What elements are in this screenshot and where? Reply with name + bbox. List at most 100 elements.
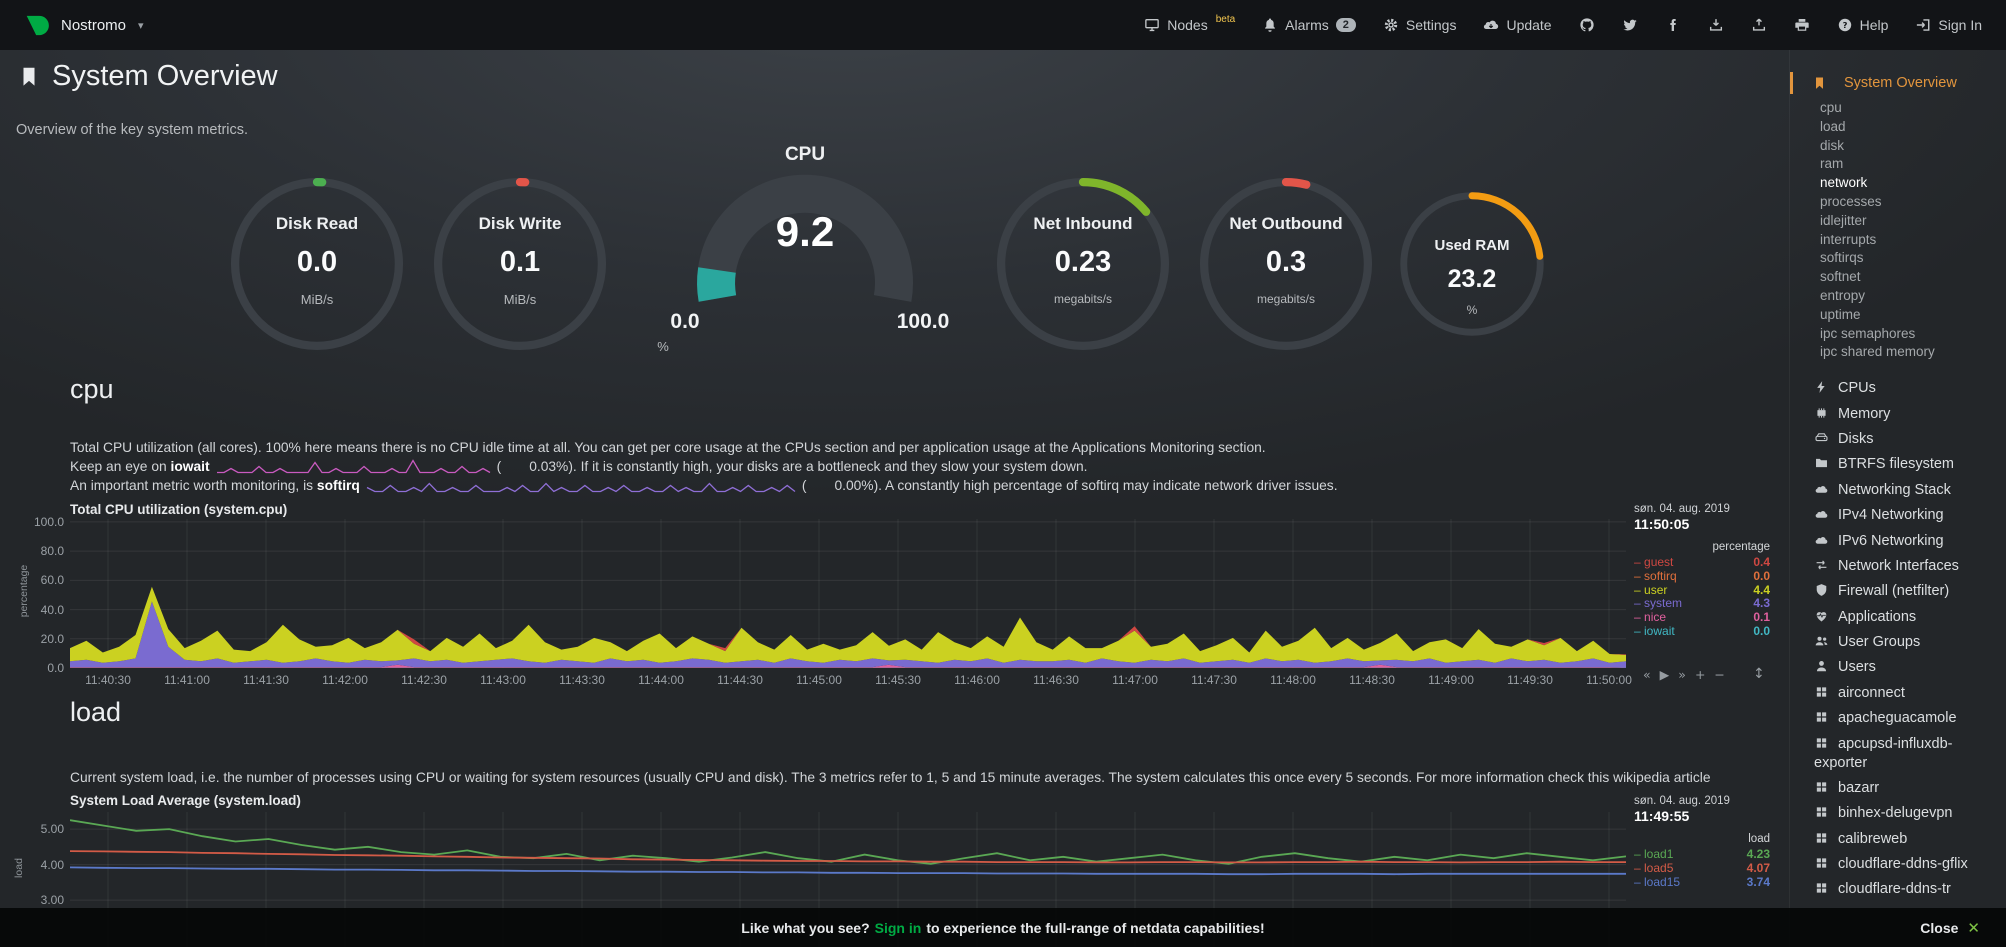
legend-row-softirq[interactable]: softirq 0.0 [1634, 569, 1770, 584]
sidebar-subitem-processes[interactable]: processes [1820, 193, 1882, 209]
sidebar-subitem-softnet[interactable]: softnet [1820, 269, 1861, 285]
sidebar-subitem-load[interactable]: load [1820, 118, 1846, 134]
signin-button[interactable]: Sign In [1915, 17, 1982, 33]
sidebar-item-binhex-delugevpn[interactable]: binhex-delugevpn [1790, 801, 2006, 826]
softirq-sparkline-chart[interactable] [366, 478, 796, 493]
pan-backward-button[interactable]: « [1643, 667, 1651, 682]
update-button[interactable]: Update [1483, 17, 1552, 33]
sidebar-item-applications[interactable]: Applications [1790, 605, 2006, 630]
gauge-title: Used RAM [1434, 237, 1510, 254]
nodes-label: Nodes [1167, 17, 1208, 33]
sidebar-subitem-uptime[interactable]: uptime [1820, 306, 1861, 322]
gauge-title: Disk Write [478, 214, 562, 233]
facebook-button[interactable] [1665, 17, 1681, 33]
x-axis-tick: 11:47:00 [1112, 673, 1158, 687]
print-button[interactable] [1794, 17, 1810, 33]
text: ( [801, 478, 807, 493]
svg-text:?: ? [1842, 20, 1847, 30]
zoom-in-button[interactable]: + [1694, 667, 1706, 682]
legend-row-system[interactable]: system 4.3 [1634, 597, 1770, 611]
netdata-logo-icon[interactable] [24, 12, 51, 39]
banner-close-button[interactable]: Close ✕ [1920, 908, 1980, 947]
sidebar-subitem-softirqs[interactable]: softirqs [1820, 250, 1864, 266]
sidebar-subitem-idlejitter[interactable]: idlejitter [1820, 212, 1867, 228]
sidebar-item-ipv4-networking[interactable]: IPv4 Networking [1790, 503, 2006, 528]
sidebar-item-apcupsd-influxdb-exporter[interactable]: apcupsd-influxdb-exporter [1790, 731, 2006, 775]
sidebar-item-label: Network Interfaces [1838, 557, 1959, 574]
sidebar-item-btrfs-filesystem[interactable]: BTRFS filesystem [1790, 452, 2006, 477]
gauge-used-ram[interactable]: Used RAM 23.2 % [1397, 189, 1547, 339]
gauge-unit: MiB/s [300, 292, 334, 307]
export-snapshot-button[interactable] [1708, 17, 1724, 33]
github-button[interactable] [1579, 17, 1595, 33]
sidebar-subitem-network[interactable]: network [1820, 175, 1868, 191]
sidebar-item-users[interactable]: Users [1790, 655, 2006, 680]
sidebar-subitem-ram[interactable]: ram [1820, 156, 1844, 172]
cloud-icon [1814, 482, 1829, 496]
sidebar-item-user-groups[interactable]: User Groups [1790, 630, 2006, 655]
cpu-chart-canvas[interactable] [70, 519, 1626, 668]
sidebar-item-calibreweb[interactable]: calibreweb [1790, 827, 2006, 852]
iowait-sparkline-chart[interactable] [216, 459, 491, 474]
sidebar-subitem-ipc-semaphores[interactable]: ipc semaphores [1820, 325, 1916, 341]
sidebar-item-cloudflare-ddns-gflix[interactable]: cloudflare-ddns-gflix [1790, 852, 2006, 877]
sidebar-item-label: Disks [1838, 431, 1874, 448]
sidebar-subitem-disk[interactable]: disk [1820, 137, 1845, 153]
sidebar-item-disks[interactable]: Disks [1790, 427, 2006, 452]
gauge-net-outbound[interactable]: Net Outbound 0.3 megabits/s [1196, 174, 1376, 354]
banner-text-post: to experience the full-range of netdata … [926, 919, 1265, 936]
host-selector[interactable]: Nostromo ▾ [24, 12, 144, 39]
help-button[interactable]: ? Help [1837, 17, 1888, 33]
gauge-ring [1199, 177, 1373, 351]
sidebar-item-apacheguacamole[interactable]: apacheguacamole [1790, 706, 2006, 731]
sidebar-item-networking-stack[interactable]: Networking Stack [1790, 478, 2006, 503]
sidebar-item-bazarr[interactable]: bazarr [1790, 776, 2006, 801]
nodes-button[interactable]: Nodes beta [1144, 14, 1235, 33]
sidebar-item-label: airconnect [1838, 684, 1905, 701]
sidebar-item-firewall-netfilter-[interactable]: Firewall (netfilter) [1790, 579, 2006, 604]
x-axis-tick: 11:45:00 [796, 673, 842, 687]
play-button[interactable]: ▶ [1659, 667, 1670, 682]
legend-row-load5[interactable]: load5 4.07 [1634, 861, 1770, 876]
sidebar-item-system-overview[interactable]: System Overview [1790, 72, 2006, 94]
gauge-net-inbound[interactable]: Net Inbound 0.23 megabits/s [993, 174, 1173, 354]
sidebar-subitems: cpu load disk ram network processes idlejitter… [1790, 99, 2006, 362]
import-snapshot-button[interactable] [1751, 17, 1767, 33]
sidebar-subitem-ipc-shared-memory[interactable]: ipc shared memory [1820, 344, 1935, 360]
settings-button[interactable]: Settings [1383, 17, 1456, 33]
sidebar-item-airconnect[interactable]: airconnect [1790, 681, 2006, 706]
gauge-cpu[interactable]: CPU 9.2 0.0 100.0 % [655, 140, 955, 372]
sidebar-item-label: binhex-delugevpn [1838, 805, 1953, 822]
gauge-disk-read[interactable]: Disk Read 0.0 MiB/s [227, 174, 407, 354]
close-icon: ✕ [1967, 918, 1980, 937]
sidebar-item-cloudflare-ddns-tr[interactable]: cloudflare-ddns-tr [1790, 877, 2006, 902]
sidebar-item-network-interfaces[interactable]: Network Interfaces [1790, 554, 2006, 579]
sidebar-subitem-cpu[interactable]: cpu [1820, 100, 1842, 115]
sidebar-item-cpus[interactable]: CPUs [1790, 376, 2006, 401]
sidebar-item-memory[interactable]: Memory [1790, 402, 2006, 427]
close-label: Close [1920, 919, 1959, 936]
pan-forward-button[interactable]: » [1678, 667, 1686, 682]
host-name[interactable]: Nostromo [61, 16, 127, 34]
legend-row-load15[interactable]: load15 3.74 [1634, 875, 1770, 890]
legend-row-nice[interactable]: nice 0.1 [1634, 610, 1770, 625]
legend-row-iowait[interactable]: iowait 0.0 [1634, 623, 1770, 639]
y-axis-tick: 0.0 [47, 661, 64, 675]
sidebar-item-ipv6-networking[interactable]: IPv6 Networking [1790, 528, 2006, 553]
twitter-button[interactable] [1622, 17, 1638, 33]
signin-link[interactable]: Sign in [874, 919, 922, 936]
cpu-chart-plot[interactable] [70, 519, 1626, 668]
sidebar-subitem-interrupts[interactable]: interrupts [1820, 231, 1877, 247]
legend-row-guest[interactable]: guest 0.4 [1634, 555, 1770, 570]
gauge-disk-write[interactable]: Disk Write 0.1 MiB/s [430, 174, 610, 354]
legend-row-user[interactable]: user 4.4 [1634, 583, 1770, 598]
chevron-down-icon: ▾ [138, 18, 144, 32]
legend-row-load1[interactable]: load1 4.23 [1634, 847, 1770, 862]
alarms-button[interactable]: Alarms 2 [1262, 17, 1356, 33]
zoom-out-button[interactable]: − [1714, 667, 1725, 682]
chart-resize-handle[interactable]: ↕ [1753, 666, 1765, 682]
cpu-chart-ylabel: percentage [18, 564, 30, 618]
gauge-title: CPU [784, 144, 826, 165]
sidebar-subitem-entropy[interactable]: entropy [1820, 287, 1866, 303]
legend-series-value: 0.0 [1753, 623, 1770, 638]
